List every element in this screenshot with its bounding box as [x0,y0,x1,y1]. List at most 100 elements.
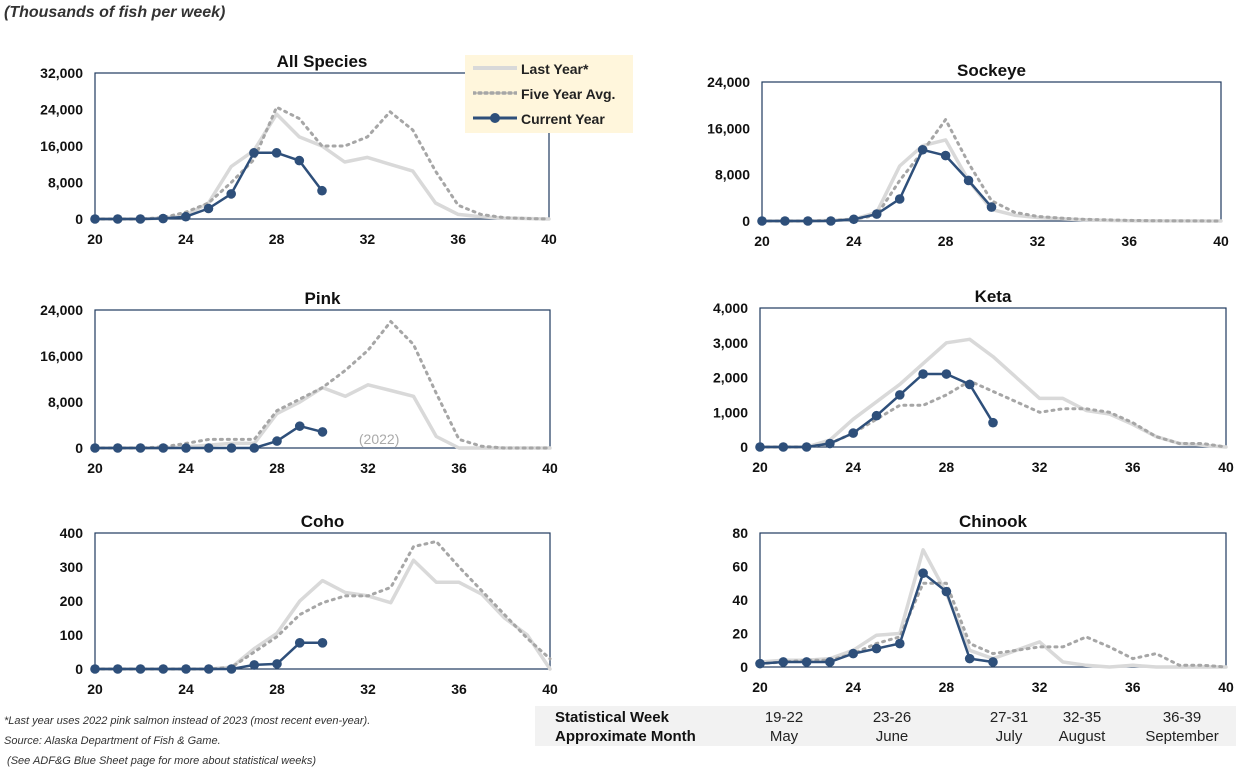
data-point-current-year [112,664,123,674]
chart-pink: Pink 0 8,000 16,000 24,000 20 24 28 32 36 40 (2022) [40,289,558,476]
y-tick-label: 0 [740,439,748,455]
x-tick-label: 24 [846,233,862,249]
x-tick-label: 40 [542,460,558,476]
x-tick-label: 32 [1030,233,1046,249]
x-tick-label: 36 [451,460,467,476]
y-tick-label: 24,000 [40,102,83,118]
data-point-current-year [249,148,259,158]
series-line-five-year-avg [93,105,551,221]
data-point-current-year [848,648,858,659]
x-tick-label: 24 [178,460,194,476]
charts-canvas: All Species 0 8,000 16,000 24,000 32,000 20 24 2… [40,52,1234,697]
data-point-current-year [941,369,952,379]
x-tick-label: 24 [178,231,194,247]
data-point-current-year [271,148,282,158]
data-point-current-year [918,369,928,379]
x-tick-label: 36 [1125,459,1141,475]
month-name: May [769,728,799,745]
data-point-current-year [249,660,260,670]
x-tick-label: 24 [845,459,861,475]
x-tick-label: 40 [1218,679,1234,695]
data-point-current-year [778,657,789,667]
y-tick-label: 8,000 [715,167,750,183]
data-point-current-year [158,664,169,674]
data-point-current-year [203,443,214,453]
data-point-current-year [112,443,123,453]
legend-item-five-year: Five Year Avg. [473,83,633,105]
x-tick-label: 32 [360,460,376,476]
data-point-current-year [135,664,146,674]
data-point-current-year [203,203,214,214]
y-tick-label: 24,000 [40,302,83,318]
data-point-current-year [226,443,237,453]
data-point-current-year [294,638,305,648]
series-line-five-year-avg [93,320,552,450]
week-range: 32-35 [1062,709,1102,726]
chart-coho: Coho 0 100 200 300 400 20 24 28 32 36 40 [60,512,558,697]
x-tick-label: 36 [1121,233,1137,249]
legend-item-current-year: Current Year [473,108,633,130]
data-point-current-year [895,390,905,400]
data-point-current-year [90,664,100,674]
data-point-current-year [158,213,168,224]
data-point-current-year [90,214,100,224]
legend-label-last-year: Last Year* [521,61,589,77]
x-tick-label: 28 [269,681,285,697]
y-tick-label: 16,000 [40,138,83,154]
x-tick-label: 20 [87,681,103,697]
plot-frame [761,81,1222,222]
y-tick-label: 8,000 [48,175,83,191]
chart-title: Keta [975,287,1012,306]
chart-keta: Keta 0 1,000 2,000 3,000 4,000 20 24 28 32 36 40 [713,287,1234,475]
data-point-current-year [988,657,998,667]
data-point-current-year [826,216,836,226]
x-tick-label: 20 [87,231,103,247]
chart-title: Chinook [959,512,1028,531]
y-tick-label: 1,000 [713,404,748,420]
data-point-current-year [871,643,882,654]
statistical-week-table: Statistical Week Approximate Month 19-22… [535,706,1236,746]
data-point-current-year [757,216,767,226]
data-point-current-year [90,443,100,453]
y-tick-label: 32,000 [40,65,83,81]
footnote-source: Source: Alaska Department of Fish & Game… [4,735,221,747]
x-tick-label: 28 [269,460,285,476]
y-tick-label: 3,000 [713,335,748,351]
chart-sockeye: Sockeye 0 8,000 16,000 24,000 20 24 28 32 36 40 [707,61,1229,249]
x-tick-label: 40 [1213,233,1229,249]
five-year-dotted-line-icon [473,91,517,95]
plot-frame [94,309,551,449]
data-point-current-year [801,442,812,452]
x-tick-label: 24 [845,679,861,695]
last-year-line-icon [473,66,517,70]
data-point-current-year [988,417,998,428]
data-point-current-year [848,428,858,438]
data-point-current-year [801,657,812,667]
data-point-current-year [825,657,835,667]
x-tick-label: 40 [1218,459,1234,475]
y-tick-label: 20 [732,626,748,642]
x-tick-label: 32 [360,231,376,247]
x-tick-label: 40 [541,231,557,247]
data-point-current-year [294,155,305,166]
y-tick-label: 16,000 [40,348,83,364]
plot-frame [94,532,551,670]
data-point-current-year [871,410,882,421]
data-point-current-year [317,185,327,196]
data-point-current-year [317,427,328,437]
data-point-current-year [918,568,928,578]
x-tick-label: 36 [450,231,466,247]
data-point-current-year [849,214,859,225]
x-tick-label: 32 [360,681,376,697]
week-range: 36-39 [1162,709,1202,726]
data-point-current-year [203,664,214,674]
data-point-current-year [803,216,813,226]
y-tick-label: 300 [60,559,84,575]
data-point-current-year [294,421,305,431]
data-point-current-year [778,442,789,452]
footnotes: *Last year uses 2022 pink salmon instead… [4,711,370,771]
week-range: 19-22 [764,709,804,726]
week-range: 23-26 [872,709,912,726]
data-point-current-year [135,214,146,224]
